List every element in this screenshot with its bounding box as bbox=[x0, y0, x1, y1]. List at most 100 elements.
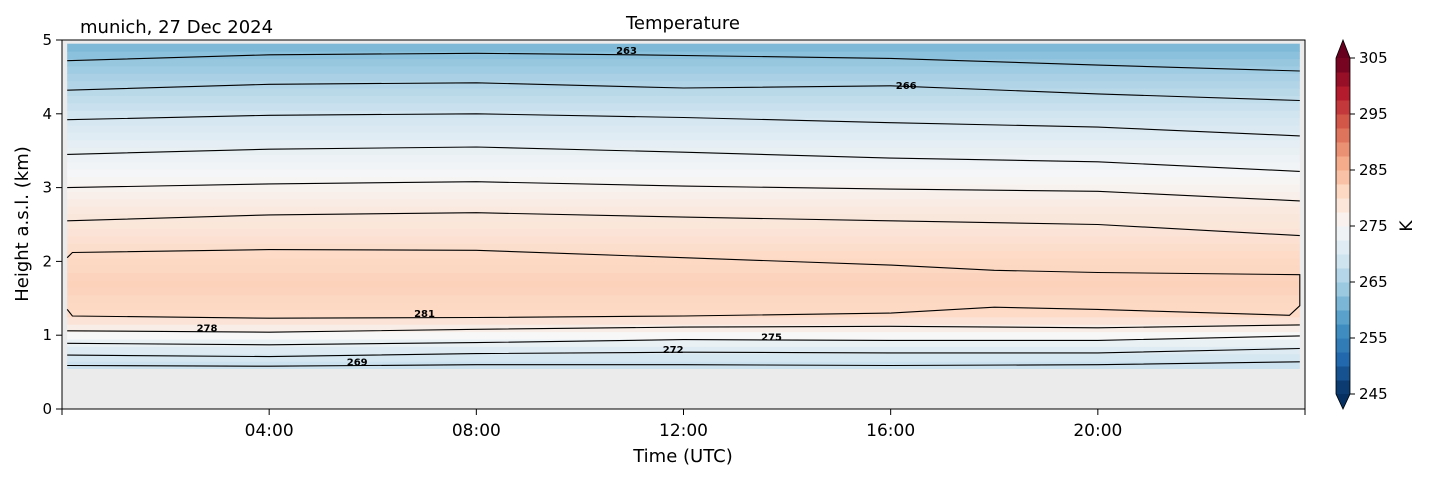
colorbar-label: K bbox=[1397, 220, 1417, 232]
colorbar-tick-label: 295 bbox=[1359, 105, 1388, 123]
temperature-band bbox=[67, 58, 1300, 67]
temperature-band bbox=[67, 73, 1300, 82]
temperature-band bbox=[67, 169, 1300, 178]
colorbar-extend-max bbox=[1336, 40, 1350, 58]
y-tick-label: 2 bbox=[42, 252, 52, 270]
colorbar-segment bbox=[1336, 226, 1350, 241]
colorbar-segment bbox=[1336, 240, 1350, 255]
contour-line-281 bbox=[66, 249, 1301, 319]
colorbar-segment bbox=[1336, 324, 1350, 339]
temperature-band bbox=[67, 87, 1300, 96]
temperature-band bbox=[67, 161, 1300, 170]
temperature-band bbox=[67, 265, 1300, 274]
colorbar-segment bbox=[1336, 142, 1350, 157]
temperature-band bbox=[67, 235, 1300, 244]
contour-line-275 bbox=[67, 335, 1300, 346]
temperature-band bbox=[67, 257, 1300, 266]
colorbar-tick-label: 265 bbox=[1359, 273, 1388, 291]
colorbar-segment bbox=[1336, 86, 1350, 101]
contour-label-272: 272 bbox=[663, 345, 684, 356]
colorbar-segment bbox=[1336, 184, 1350, 199]
x-tick-label: 12:00 bbox=[659, 421, 708, 441]
temperature-band bbox=[67, 228, 1300, 237]
y-tick-label: 1 bbox=[42, 326, 52, 344]
temperature-band bbox=[67, 154, 1300, 163]
temperature-band bbox=[67, 206, 1300, 215]
temperature-band bbox=[67, 198, 1300, 207]
temperature-band bbox=[67, 309, 1300, 318]
colorbar-tick-label: 285 bbox=[1359, 161, 1388, 179]
colorbar-segment bbox=[1336, 254, 1350, 269]
temperature-band bbox=[67, 287, 1300, 296]
colorbar bbox=[1335, 38, 1351, 410]
temperature-band bbox=[67, 80, 1300, 89]
contour-line-266 bbox=[67, 82, 1300, 102]
temperature-band bbox=[67, 250, 1300, 259]
contour-line-278 bbox=[67, 324, 1300, 333]
y-tick-label: 5 bbox=[42, 31, 52, 49]
colorbar-tick-label: 305 bbox=[1359, 49, 1388, 67]
chart-title: Temperature bbox=[625, 13, 740, 34]
temperature-band bbox=[67, 301, 1300, 310]
location-date-label: munich, 27 Dec 2024 bbox=[80, 17, 273, 38]
temperature-band bbox=[67, 242, 1300, 251]
temperature-band bbox=[67, 316, 1300, 325]
colorbar-segment bbox=[1336, 100, 1350, 115]
temperature-band bbox=[67, 117, 1300, 126]
colorbar-tick-label: 255 bbox=[1359, 329, 1388, 347]
x-tick-label: 16:00 bbox=[866, 421, 915, 441]
x-axis-ticks: 04:00 08:00 12:00 16:00 20:00 bbox=[61, 409, 1306, 441]
temperature-band bbox=[67, 338, 1300, 347]
contour-label-269: 269 bbox=[347, 358, 368, 369]
temperature-band bbox=[67, 346, 1300, 355]
temperature-band bbox=[67, 124, 1300, 133]
colorbar-segment bbox=[1336, 380, 1350, 395]
colorbar-ticks: 245 255 265 275 285 295 305 bbox=[1350, 49, 1388, 403]
contour-line-274 bbox=[67, 146, 1300, 172]
colorbar-segment bbox=[1336, 352, 1350, 367]
colorbar-segment bbox=[1336, 170, 1350, 185]
y-axis-label: Height a.s.l. (km) bbox=[12, 146, 33, 302]
y-tick-label: 3 bbox=[42, 179, 52, 197]
contour-label-263: 263 bbox=[616, 46, 637, 57]
x-axis-label: Time (UTC) bbox=[632, 446, 733, 467]
y-tick-label: 4 bbox=[42, 105, 52, 123]
colorbar-segment bbox=[1336, 212, 1350, 227]
colorbar-segment bbox=[1336, 72, 1350, 87]
colorbar-segment bbox=[1336, 198, 1350, 213]
temperature-band bbox=[67, 272, 1300, 281]
temperature-band bbox=[67, 176, 1300, 185]
temperature-band bbox=[67, 132, 1300, 141]
temperature-band bbox=[67, 65, 1300, 74]
colorbar-segment bbox=[1336, 310, 1350, 325]
temperature-band bbox=[67, 102, 1300, 111]
x-tick-label: 04:00 bbox=[245, 421, 294, 441]
temperature-band bbox=[67, 110, 1300, 119]
y-tick-label: 0 bbox=[42, 400, 52, 418]
temperature-band bbox=[67, 139, 1300, 148]
colorbar-segment bbox=[1336, 282, 1350, 297]
temperature-band bbox=[67, 331, 1300, 340]
contour-line-263 bbox=[67, 52, 1300, 72]
x-tick-label: 20:00 bbox=[1073, 421, 1122, 441]
colorbar-tick-label: 245 bbox=[1359, 385, 1388, 403]
temperature-band bbox=[67, 353, 1300, 362]
colorbar-segment bbox=[1336, 296, 1350, 311]
temperature-band bbox=[67, 43, 1300, 52]
contour-line-269 bbox=[67, 361, 1300, 367]
colorbar-tick-label: 275 bbox=[1359, 217, 1388, 235]
contour-labels: 263 266 281 278 275 272 269 bbox=[197, 46, 917, 368]
contour-line-272 bbox=[67, 347, 1300, 358]
temperature-band bbox=[67, 220, 1300, 229]
contour-lines bbox=[66, 52, 1301, 367]
temperature-band bbox=[67, 324, 1300, 333]
temperature-field bbox=[67, 43, 1300, 370]
contour-label-281: 281 bbox=[414, 309, 435, 320]
contour-label-278: 278 bbox=[197, 324, 218, 335]
colorbar-segment bbox=[1336, 128, 1350, 143]
colorbar-segment bbox=[1336, 366, 1350, 381]
colorbar-segment bbox=[1336, 156, 1350, 171]
y-axis-ticks: 0 1 2 3 4 5 bbox=[42, 31, 62, 418]
contour-label-275: 275 bbox=[761, 332, 782, 343]
